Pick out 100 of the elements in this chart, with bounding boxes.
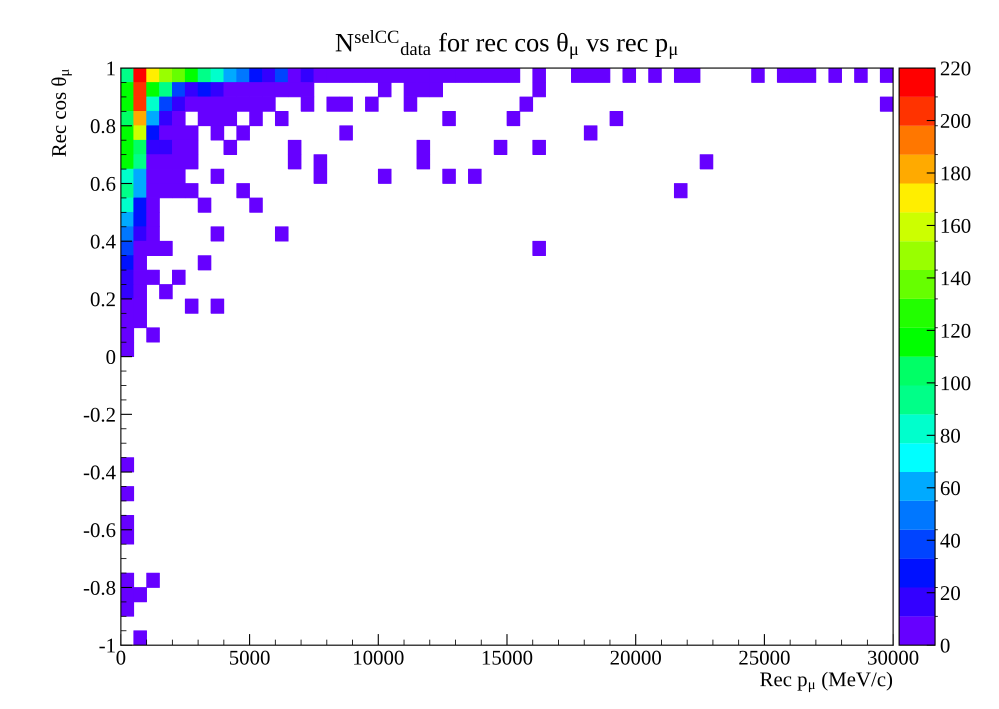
color-bar-label: 80 bbox=[940, 428, 960, 443]
y-tick-label: 0.2 bbox=[90, 292, 115, 306]
color-bar-label: 180 bbox=[942, 166, 970, 180]
color-bar-label: 40 bbox=[940, 534, 960, 548]
point bbox=[249, 82, 263, 98]
point bbox=[146, 82, 160, 98]
point bbox=[390, 68, 404, 83]
point bbox=[210, 226, 224, 242]
point bbox=[404, 82, 418, 98]
color-bar-label: 20 bbox=[940, 586, 960, 600]
point bbox=[236, 68, 250, 83]
point bbox=[494, 140, 508, 155]
point bbox=[172, 183, 186, 198]
point bbox=[442, 168, 456, 184]
point bbox=[249, 198, 263, 213]
y-tick-label: 0 bbox=[106, 350, 116, 364]
point bbox=[133, 140, 147, 155]
y-tick-label: 0.4 bbox=[90, 234, 116, 249]
point bbox=[674, 183, 688, 198]
point bbox=[314, 68, 328, 83]
point bbox=[133, 255, 147, 270]
point bbox=[532, 68, 546, 83]
point bbox=[133, 226, 147, 242]
point bbox=[133, 96, 147, 112]
point bbox=[416, 82, 430, 98]
point bbox=[262, 68, 276, 83]
color-bar-label: 220 bbox=[940, 61, 970, 76]
point bbox=[184, 298, 198, 314]
color-bar-label: 140 bbox=[942, 271, 970, 286]
point bbox=[133, 298, 147, 314]
color-bar-label: 200 bbox=[940, 114, 970, 128]
y-tick-label: -0.6 bbox=[84, 523, 116, 538]
point bbox=[133, 312, 147, 328]
point bbox=[159, 154, 173, 170]
point bbox=[468, 168, 482, 184]
color-bar-label: 0 bbox=[940, 638, 950, 653]
point bbox=[159, 82, 173, 98]
y-tick-label: -0.4 bbox=[84, 465, 116, 480]
point bbox=[339, 96, 353, 112]
point bbox=[146, 226, 160, 242]
point bbox=[146, 327, 160, 343]
x-tick-label: 0 bbox=[116, 650, 126, 665]
point bbox=[404, 68, 418, 83]
point bbox=[198, 255, 212, 270]
point bbox=[532, 140, 546, 155]
point bbox=[146, 270, 160, 285]
color-bar-label: 60 bbox=[940, 481, 960, 496]
point bbox=[184, 96, 198, 112]
point bbox=[146, 68, 160, 83]
point bbox=[133, 212, 147, 228]
point bbox=[133, 82, 147, 98]
point bbox=[262, 96, 276, 112]
point bbox=[404, 96, 418, 112]
point bbox=[210, 82, 224, 98]
point bbox=[184, 183, 198, 198]
point bbox=[300, 82, 314, 98]
point bbox=[288, 68, 302, 83]
point bbox=[159, 140, 173, 155]
point bbox=[133, 240, 147, 256]
point bbox=[584, 68, 598, 83]
point bbox=[802, 68, 816, 83]
point bbox=[133, 111, 147, 126]
point bbox=[494, 68, 508, 83]
y-tick-label: 0.6 bbox=[90, 176, 116, 192]
point bbox=[146, 154, 160, 170]
point bbox=[262, 82, 276, 98]
point bbox=[854, 68, 868, 83]
x-tick-label: 10000 bbox=[354, 650, 404, 665]
point bbox=[159, 240, 173, 256]
y-tick-label: -0.2 bbox=[84, 408, 115, 422]
x-tick-label: 15000 bbox=[482, 650, 532, 665]
point bbox=[532, 82, 546, 98]
point bbox=[133, 284, 147, 300]
color-bar-label: 160 bbox=[942, 218, 970, 233]
x-tick-label: 5000 bbox=[230, 650, 270, 665]
point bbox=[416, 140, 430, 155]
point bbox=[133, 154, 147, 170]
point bbox=[274, 226, 289, 242]
point bbox=[159, 68, 173, 83]
point bbox=[365, 68, 379, 83]
point bbox=[610, 111, 624, 126]
point bbox=[352, 68, 366, 83]
point bbox=[159, 183, 173, 198]
y-tick-label: -1 bbox=[99, 638, 115, 652]
point bbox=[146, 198, 160, 213]
point bbox=[442, 68, 456, 83]
point bbox=[596, 68, 610, 83]
point bbox=[184, 68, 198, 83]
point bbox=[236, 183, 250, 198]
point bbox=[146, 140, 160, 155]
point bbox=[159, 284, 173, 300]
point bbox=[184, 140, 198, 155]
color-bar-label: 120 bbox=[942, 324, 970, 338]
point bbox=[249, 96, 263, 112]
point bbox=[184, 82, 198, 98]
point bbox=[159, 111, 173, 126]
point bbox=[236, 96, 250, 112]
point bbox=[365, 96, 379, 112]
x-tick-label: 30000 bbox=[868, 650, 918, 665]
point bbox=[210, 168, 224, 184]
